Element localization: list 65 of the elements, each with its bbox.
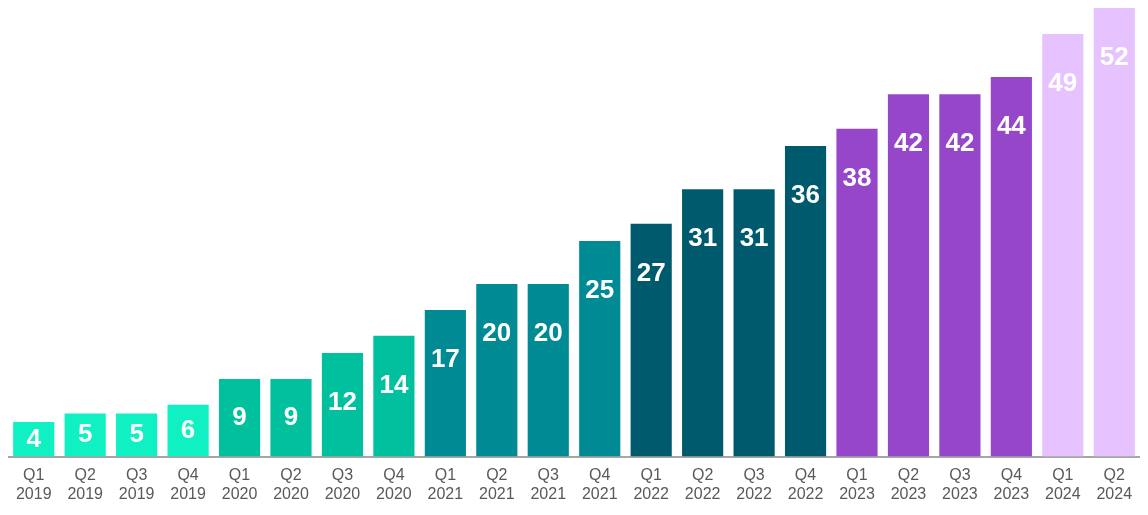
bar [990,77,1032,457]
data-label: 20 [533,317,563,348]
data-label: 52 [1099,41,1129,72]
data-label: 44 [996,110,1027,141]
bar [887,94,930,457]
data-label: 20 [482,317,512,348]
x-tick-label: Q2 2022 [684,465,721,502]
x-tick-label: Q4 2022 [787,465,824,502]
bar [167,404,209,457]
bar [527,284,569,457]
bar [116,413,158,457]
x-tick-label: Q3 2019 [118,465,155,502]
x-tick-label: Q4 2023 [993,465,1030,502]
bar [1093,8,1135,457]
bar [682,189,724,457]
data-label: 5 [129,418,144,449]
data-label: 25 [585,274,615,305]
bar [373,335,415,457]
bar [424,309,466,457]
x-tick-label: Q1 2019 [15,465,52,502]
x-tick-label: Q4 2021 [581,465,618,502]
x-tick-label: Q2 2020 [273,465,309,502]
bar [733,189,775,457]
x-tick-label: Q1 2023 [839,465,875,502]
data-label: 42 [945,127,975,158]
x-tick-label: Q2 2019 [67,465,104,502]
bar [579,240,621,457]
data-label: 36 [791,179,821,210]
x-tick-label: Q2 2021 [479,465,515,502]
x-tick-label: Q2 2024 [1096,465,1133,502]
data-label: 6 [180,413,196,444]
bar [218,378,261,457]
data-label: 49 [1048,67,1078,98]
x-tick-label: Q3 2022 [736,465,772,502]
x-tick-label: Q3 2020 [324,465,361,502]
bar [270,378,312,457]
data-label: 9 [232,400,247,431]
data-label: 31 [688,222,718,253]
data-label: 17 [430,343,460,374]
x-tick-label: Q4 2020 [376,465,412,502]
bar [1042,33,1084,457]
data-label: 42 [893,127,923,158]
data-label: 12 [327,386,357,417]
bar [630,223,672,457]
data-label: 5 [77,418,93,449]
x-tick-label: Q3 2021 [530,465,567,502]
x-tick-label: Q1 2024 [1045,465,1081,502]
x-tick-label: Q2 2023 [890,465,927,502]
bar [476,284,518,457]
x-tick-label: Q4 2019 [170,465,206,502]
data-label: 31 [739,222,769,253]
bar [64,413,106,457]
bar [784,146,827,457]
bar [939,94,981,457]
data-label: 14 [379,368,409,399]
x-tick-label: Q1 2020 [221,465,258,502]
data-label: 4 [26,422,42,453]
bar [836,128,878,457]
x-tick-label: Q3 2023 [942,465,978,502]
data-label: 27 [636,256,666,287]
data-label: 38 [842,161,872,192]
x-tick-label: Q1 2022 [633,465,670,502]
data-label: 9 [283,400,299,431]
x-tick-label: Q1 2021 [427,465,464,502]
bar [321,353,364,457]
